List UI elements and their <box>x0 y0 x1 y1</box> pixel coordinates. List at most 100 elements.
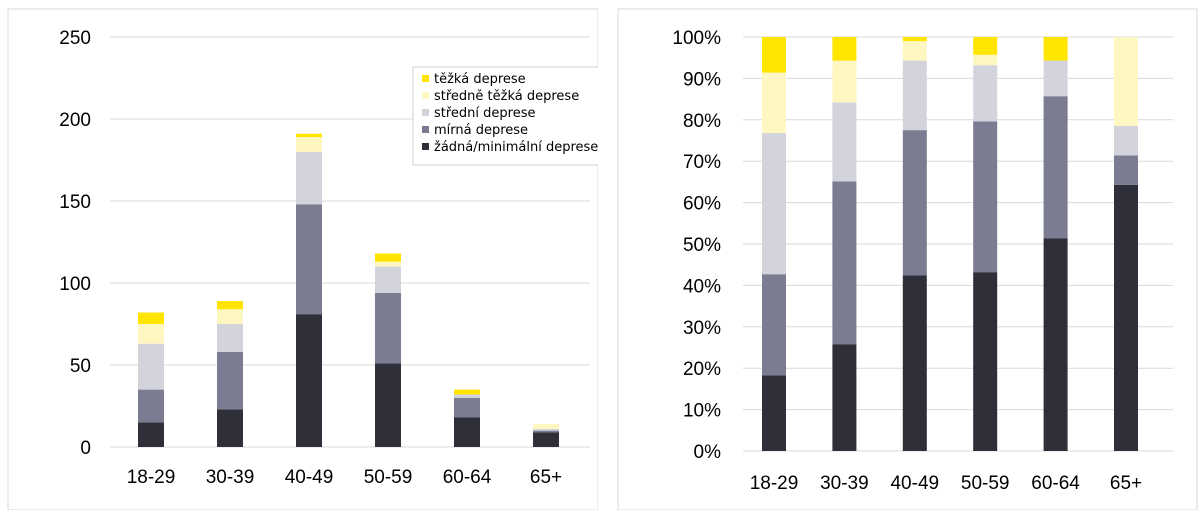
legend-swatch-tezka-deprese <box>422 75 429 82</box>
bar-segment-18-29-mirna-deprese <box>138 389 164 423</box>
x-tick-label: 65+ <box>1110 473 1142 494</box>
y-tick-label: 60% <box>683 194 721 215</box>
chart-left-frame <box>7 8 598 510</box>
y-tick-label: 150 <box>59 192 91 213</box>
bar-segment-60-64-mirna-deprese <box>454 397 480 418</box>
bar-segment-60-64-stredni-deprese <box>454 394 480 398</box>
bar-segment-18-29-stredne-tezka-deprese <box>138 324 164 344</box>
bar-segment-18-29-stredni-deprese <box>138 343 164 390</box>
legend-label-stredni-deprese: střední deprese <box>434 106 536 121</box>
legend: těžká deprese středně těžká deprese středn… <box>412 66 598 166</box>
bar-segment-50-59-mirna-deprese <box>973 121 998 273</box>
bar-segment-65-mirna-deprese <box>1114 155 1138 185</box>
bar-segment-18-29-zadna-minimalni-deprese <box>762 375 786 451</box>
bar-segment-65-stredni-deprese <box>1114 126 1138 156</box>
bar-segment-18-29-stredne-tezka-deprese <box>762 72 786 134</box>
bar-segment-30-39-tezka-deprese <box>832 37 857 61</box>
bar-segment-18-29-stredni-deprese <box>762 133 786 275</box>
y-tick-label: 0 <box>80 438 91 459</box>
bar-segment-65-stredne-tezka-deprese <box>1114 37 1138 127</box>
bar-segment-30-39-stredni-deprese <box>832 102 857 182</box>
bar-segment-50-59-mirna-deprese <box>375 292 401 364</box>
x-tick-label: 50-59 <box>961 473 1010 494</box>
bar-segment-40-49-zadna-minimalni-deprese <box>902 275 927 451</box>
y-tick-label: 250 <box>59 28 91 49</box>
x-tick-label: 40-49 <box>285 467 334 488</box>
bar-segment-65-stredni-deprese <box>533 428 559 431</box>
bar-segment-40-49-tezka-deprese <box>296 133 322 138</box>
legend-swatch-stredni-deprese <box>422 109 429 116</box>
bar-segment-40-49-stredni-deprese <box>296 151 322 205</box>
bar-segment-30-39-stredne-tezka-deprese <box>832 60 857 103</box>
legend-label-mirna-deprese: mírná deprese <box>434 123 528 138</box>
bar-segment-40-49-zadna-minimalni-deprese <box>296 314 322 447</box>
bar-segment-40-49-tezka-deprese <box>902 37 927 42</box>
bar-segment-40-49-mirna-deprese <box>902 130 927 276</box>
y-tick-label: 40% <box>683 276 721 297</box>
bar-segment-50-59-zadna-minimalni-deprese <box>375 363 401 447</box>
x-tick-label: 18-29 <box>750 473 799 494</box>
x-tick-label: 40-49 <box>890 473 939 494</box>
y-tick-label: 20% <box>683 359 721 380</box>
x-tick-label: 18-29 <box>127 467 176 488</box>
y-tick-label: 200 <box>59 110 91 131</box>
bar-segment-60-64-zadna-minimalni-deprese <box>454 417 480 447</box>
x-tick-label: 60-64 <box>1031 473 1080 494</box>
bar-segment-50-59-zadna-minimalni-deprese <box>973 272 998 451</box>
legend-box <box>412 66 598 166</box>
legend-label-tezka-deprese: těžká deprese <box>434 72 526 87</box>
bar-segment-40-49-mirna-deprese <box>296 204 322 315</box>
legend-label-zadna-minimalni-deprese: žádná/minimální deprese <box>434 140 598 155</box>
y-tick-label: 10% <box>683 401 721 422</box>
legend-label-stredne-tezka-deprese: středně těžká deprese <box>434 89 579 104</box>
x-tick-label: 50-59 <box>364 467 413 488</box>
bar-segment-18-29-mirna-deprese <box>762 274 786 376</box>
legend-swatch-stredne-tezka-deprese <box>422 92 429 99</box>
bar-segment-65-stredne-tezka-deprese <box>533 424 559 429</box>
bar-segment-50-59-tezka-deprese <box>973 37 998 55</box>
chart-right-frame <box>617 8 1198 510</box>
bar-segment-65-mirna-deprese <box>533 430 559 433</box>
bar-segment-50-59-stredne-tezka-deprese <box>375 261 401 267</box>
bar-segment-30-39-mirna-deprese <box>217 351 243 410</box>
absolute-stacked-bar-chart: 0 50 100 150 200 250 18-29 30-39 40-49 50-59 60-6… <box>7 8 598 510</box>
bar-segment-30-39-stredni-deprese <box>217 324 243 352</box>
bar-segment-40-49-stredne-tezka-deprese <box>296 137 322 152</box>
bar-segment-30-39-zadna-minimalni-deprese <box>217 409 243 447</box>
x-tick-label: 65+ <box>530 467 562 488</box>
bar-segment-30-39-stredne-tezka-deprese <box>217 309 243 324</box>
bar-segment-50-59-stredni-deprese <box>375 266 401 293</box>
legend-swatch-zadna-minimalni-deprese <box>422 143 429 150</box>
y-tick-label: 70% <box>683 152 721 173</box>
y-tick-label: 100 <box>59 274 91 295</box>
bar-segment-65-zadna-minimalni-deprese <box>533 432 559 447</box>
bar-segment-30-39-zadna-minimalni-deprese <box>832 344 857 451</box>
y-tick-label: 50% <box>683 235 721 256</box>
bar-segment-60-64-tezka-deprese <box>454 389 480 395</box>
y-tick-label: 100% <box>672 28 721 49</box>
bar-segment-60-64-mirna-deprese <box>1043 96 1068 239</box>
x-tick-label: 30-39 <box>820 473 869 494</box>
y-tick-label: 30% <box>683 318 721 339</box>
bar-segment-60-64-stredni-deprese <box>1043 60 1068 97</box>
bar-segment-40-49-stredni-deprese <box>902 60 927 131</box>
y-tick-label: 80% <box>683 111 721 132</box>
bar-segment-60-64-tezka-deprese <box>1043 37 1068 61</box>
percent-stacked-bar-chart: 0% 10% 20% 30% 40% 50% 60% 70% 80% 90% 100% 18-29 3… <box>617 8 1198 510</box>
x-tick-label: 60-64 <box>443 467 492 488</box>
bar-segment-30-39-mirna-deprese <box>832 181 857 345</box>
bar-segment-18-29-tezka-deprese <box>138 312 164 324</box>
y-tick-label: 90% <box>683 69 721 90</box>
bar-segment-50-59-stredni-deprese <box>973 65 998 122</box>
bar-segment-65-zadna-minimalni-deprese <box>1114 184 1138 451</box>
bar-segment-30-39-tezka-deprese <box>217 301 243 310</box>
bar-segment-50-59-stredne-tezka-deprese <box>973 54 998 66</box>
bar-segment-60-64-zadna-minimalni-deprese <box>1043 238 1068 451</box>
y-tick-label: 0% <box>694 442 722 463</box>
y-tick-label: 50 <box>70 356 91 377</box>
legend-swatch-mirna-deprese <box>422 126 429 133</box>
bar-segment-50-59-tezka-deprese <box>375 253 401 262</box>
bar-segment-18-29-zadna-minimalni-deprese <box>138 422 164 447</box>
x-tick-label: 30-39 <box>206 467 255 488</box>
